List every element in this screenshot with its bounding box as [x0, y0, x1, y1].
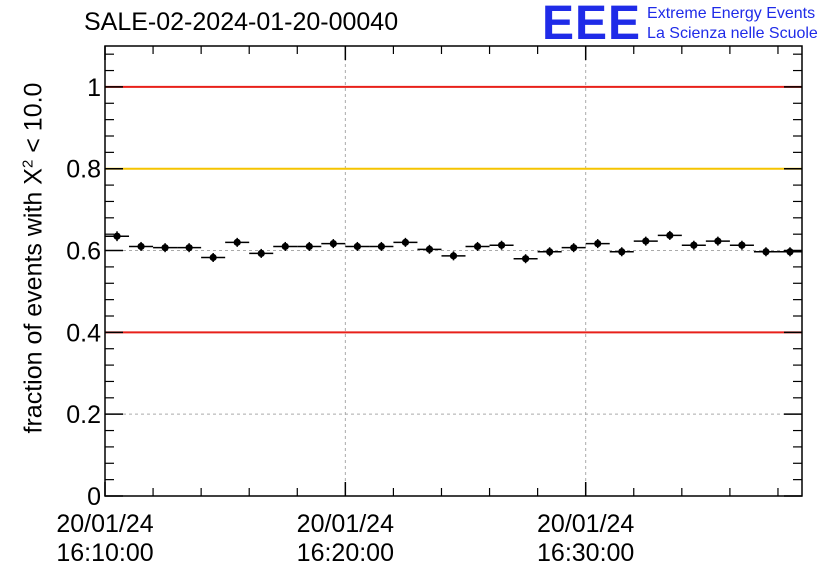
- data-point: [609, 247, 634, 257]
- x-tick-date-label: 20/01/24: [56, 510, 153, 538]
- data-point: [633, 236, 658, 246]
- point-marker: [329, 239, 337, 248]
- data-point: [177, 243, 202, 253]
- data-point: [225, 237, 250, 247]
- data-point: [201, 253, 226, 262]
- logo-line-1: Extreme Energy Events: [647, 5, 816, 22]
- point-marker: [546, 248, 554, 256]
- x-tick-date-label: 20/01/24: [297, 510, 394, 538]
- data-point: [441, 251, 466, 261]
- point-marker: [570, 244, 578, 252]
- data-point: [129, 241, 154, 251]
- data-point: [561, 243, 586, 253]
- point-marker: [714, 237, 722, 245]
- point-marker: [425, 245, 434, 253]
- point-marker: [353, 242, 361, 251]
- axis-ticks: [104, 46, 802, 497]
- data-points: [105, 230, 802, 264]
- data-point: [345, 241, 370, 251]
- point-marker: [161, 244, 169, 252]
- point-marker: [594, 239, 602, 248]
- data-point: [705, 236, 730, 246]
- point-marker: [401, 238, 410, 246]
- data-point: [489, 240, 514, 250]
- point-marker: [449, 252, 458, 260]
- y-tick-label: 0.4: [66, 319, 101, 347]
- y-axis-label-prefix: fraction of events with: [19, 184, 48, 434]
- point-marker: [642, 237, 650, 245]
- eee-logo: EEE Extreme Energy Events La Scienza nel…: [542, 0, 818, 50]
- y-tick-label: 0.2: [66, 401, 101, 429]
- data-point: [681, 240, 706, 250]
- data-point: [297, 241, 322, 251]
- logo-text: Extreme Energy Events La Scienza nelle S…: [647, 4, 818, 44]
- x-tick-time-label: 16:20:00: [297, 539, 394, 567]
- data-point: [753, 247, 778, 257]
- data-point: [729, 240, 754, 250]
- point-marker: [738, 241, 746, 249]
- y-tick-label: 1: [87, 74, 101, 102]
- point-marker: [113, 232, 121, 240]
- data-point: [417, 244, 442, 254]
- grid-lines: [105, 46, 802, 496]
- point-marker: [666, 231, 674, 240]
- data-point: [105, 231, 130, 242]
- point-marker: [618, 248, 626, 256]
- point-marker: [137, 242, 145, 251]
- y-axis-label: fraction of events with X2 < 10.0: [19, 83, 48, 434]
- data-point: [465, 241, 490, 251]
- point-marker: [690, 241, 698, 249]
- y-axis-label-suffix: < 10.0: [19, 82, 48, 160]
- tick-labels: 00.20.40.60.8120/01/2416:10:0020/01/2416…: [56, 74, 634, 567]
- point-marker: [473, 242, 482, 251]
- point-marker: [185, 244, 193, 252]
- data-point: [657, 230, 682, 240]
- data-point: [369, 241, 394, 251]
- point-marker: [209, 253, 217, 262]
- data-point: [153, 243, 178, 253]
- plot-frame: [104, 45, 803, 497]
- x-tick-time-label: 16:30:00: [537, 539, 634, 567]
- point-marker: [522, 255, 530, 263]
- x-tick-time-label: 16:10:00: [56, 539, 153, 567]
- data-point: [777, 247, 802, 257]
- y-tick-label: 0.8: [66, 156, 101, 184]
- data-point: [393, 237, 418, 247]
- point-marker: [377, 242, 385, 251]
- point-marker: [497, 241, 506, 249]
- data-point: [585, 239, 610, 249]
- data-point: [249, 248, 274, 258]
- data-point: [273, 241, 298, 251]
- point-marker: [257, 249, 265, 258]
- data-point: [513, 254, 538, 264]
- data-point: [537, 247, 562, 257]
- x-tick-date-label: 20/01/24: [537, 510, 634, 538]
- point-marker: [233, 238, 241, 246]
- logo-line-2: La Scienza nelle Scuole: [647, 25, 818, 42]
- y-tick-label: 0: [87, 483, 101, 511]
- reference-lines: [105, 85, 802, 334]
- logo-mark: EEE: [542, 0, 642, 50]
- chart-title: SALE-02-2024-01-20-00040: [84, 8, 399, 36]
- point-marker: [762, 248, 770, 256]
- y-axis-label-sup: 2: [19, 159, 37, 169]
- data-point: [321, 239, 346, 249]
- y-axis-label-symbol: X: [19, 168, 48, 185]
- point-marker: [281, 242, 289, 251]
- point-marker: [786, 248, 794, 256]
- point-marker: [305, 242, 313, 251]
- y-tick-label: 0.6: [66, 238, 101, 266]
